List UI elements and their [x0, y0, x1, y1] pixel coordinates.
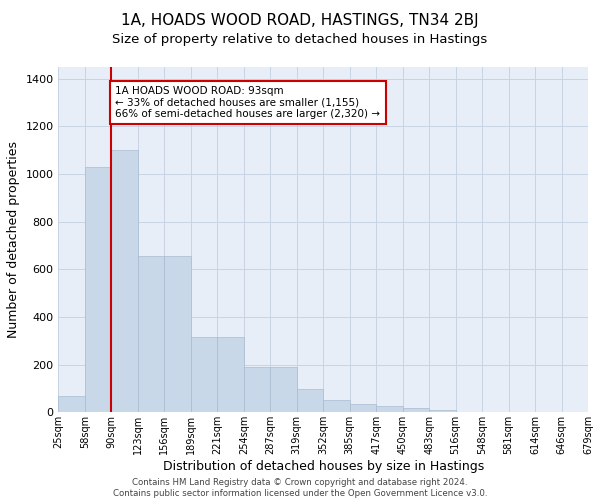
Bar — [164, 256, 191, 412]
Bar — [323, 400, 350, 412]
Bar — [429, 410, 455, 412]
Y-axis label: Number of detached properties: Number of detached properties — [7, 141, 20, 338]
Bar — [376, 406, 403, 412]
Bar — [297, 388, 323, 412]
Text: 1A HOADS WOOD ROAD: 93sqm
← 33% of detached houses are smaller (1,155)
66% of se: 1A HOADS WOOD ROAD: 93sqm ← 33% of detac… — [115, 86, 380, 119]
Text: Size of property relative to detached houses in Hastings: Size of property relative to detached ho… — [112, 32, 488, 46]
Bar — [112, 150, 138, 412]
Bar — [271, 367, 297, 412]
Bar — [138, 256, 164, 412]
Bar — [217, 338, 244, 412]
Bar — [403, 408, 429, 412]
Bar — [191, 338, 217, 412]
Text: Contains HM Land Registry data © Crown copyright and database right 2024.
Contai: Contains HM Land Registry data © Crown c… — [113, 478, 487, 498]
Text: 1A, HOADS WOOD ROAD, HASTINGS, TN34 2BJ: 1A, HOADS WOOD ROAD, HASTINGS, TN34 2BJ — [121, 12, 479, 28]
X-axis label: Distribution of detached houses by size in Hastings: Distribution of detached houses by size … — [163, 460, 484, 473]
Bar — [58, 396, 85, 412]
Bar — [244, 367, 271, 412]
Bar — [350, 404, 376, 412]
Bar — [85, 167, 112, 412]
